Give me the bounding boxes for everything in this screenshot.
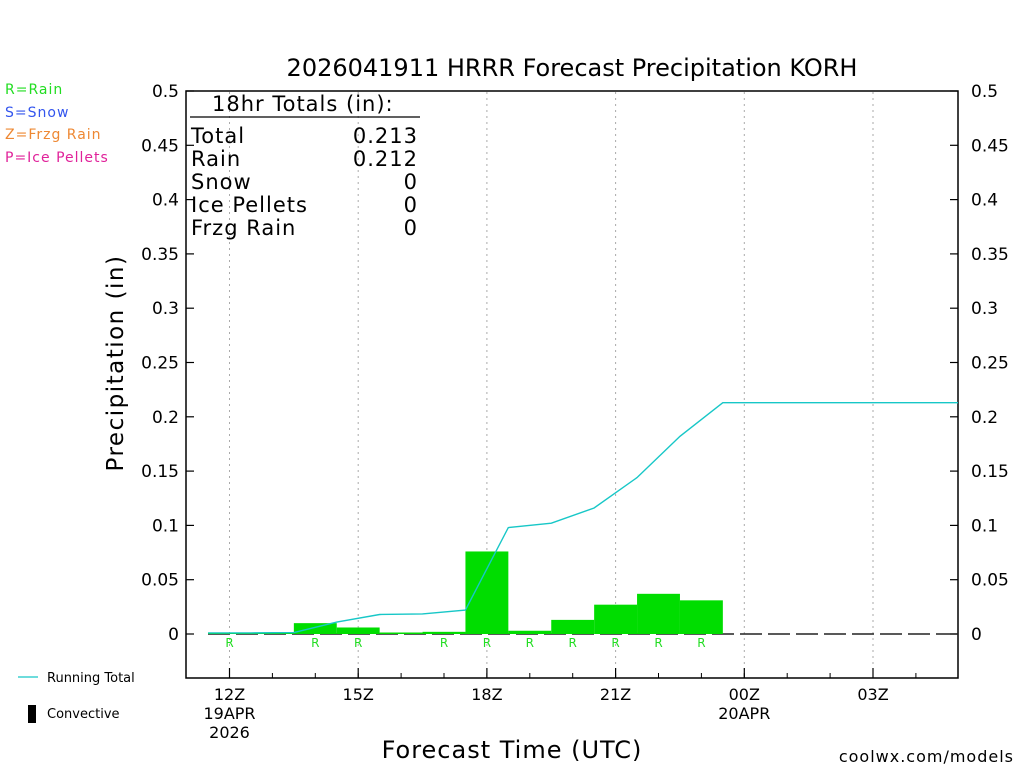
- y-tick-label-right: 0.05: [971, 571, 1009, 591]
- y-tick-label-right: 0: [971, 625, 982, 645]
- precip-type-marker: R: [654, 636, 662, 650]
- convective-legend-label: Convective: [47, 707, 120, 722]
- totals-value: 0.213: [353, 124, 418, 148]
- y-tick-label-right: 0.1: [971, 516, 998, 536]
- y-tick-label-left: 0.35: [141, 245, 179, 265]
- rain-bars: [208, 551, 723, 634]
- y-tick-label-left: 0.15: [141, 462, 179, 482]
- running-total-legend-label: Running Total: [47, 671, 135, 686]
- y-tick-label-right: 0.15: [971, 462, 1009, 482]
- precip-type-marker: R: [697, 636, 705, 650]
- y-tick-label-right: 0.25: [971, 354, 1009, 374]
- y-axis-left: 0 0.05 0.1 0.15 0.2 0.25 0.3 0.35 0.4 0.45 0.5: [141, 82, 194, 645]
- y-tick-label-right: 0.35: [971, 245, 1009, 265]
- totals-value: 0: [404, 170, 418, 194]
- rain-bar-14Z: [293, 623, 337, 634]
- plot-frame: [185, 90, 959, 679]
- rain-bar-23Z: [679, 600, 723, 634]
- convective-legend-swatch: [28, 705, 36, 723]
- y-axis-right: 0 0.05 0.1 0.15 0.2 0.25 0.3 0.35 0.4 0.45 0.5: [950, 82, 1009, 645]
- precip-type-marker: R: [354, 636, 362, 650]
- rain-bar-15Z: [336, 627, 380, 634]
- y-tick-label-right: 0.5: [971, 82, 998, 102]
- precip-type-marker: R: [569, 636, 577, 650]
- precip-type-marker: R: [225, 636, 233, 650]
- totals-label: Frzg Rain: [191, 216, 296, 240]
- y-tick-label-right: 0.2: [971, 408, 998, 428]
- running-total-series: [208, 402, 958, 634]
- x-tick-label: 03Z: [857, 685, 888, 704]
- rain-bar-17Z: [422, 631, 466, 634]
- precip-type-marker: R: [440, 636, 448, 650]
- rain-bar-18Z: [465, 551, 509, 634]
- totals-label: Rain: [191, 147, 241, 171]
- totals-label: Total: [190, 124, 245, 148]
- totals-header: 18hr Totals (in):: [212, 92, 394, 116]
- y-axis-label: Precipitation (in): [103, 255, 129, 472]
- y-tick-label-left: 0.45: [141, 136, 179, 156]
- precip-type-marker: R: [611, 636, 619, 650]
- x-tick-label: 00Z: [729, 685, 760, 704]
- series-legend: Running Total Convective: [18, 671, 135, 723]
- y-tick-label-left: 0.2: [152, 408, 179, 428]
- x-tick-date: 20APR: [718, 704, 770, 723]
- rain-bar-16Z: [379, 632, 423, 634]
- totals-value: 0: [404, 216, 418, 240]
- rain-bar-19Z: [508, 630, 552, 634]
- y-tick-label-left: 0: [168, 625, 179, 645]
- totals-box: 18hr Totals (in): Total 0.213 Rain 0.212 Sno…: [190, 92, 420, 240]
- y-tick-label-left: 0.5: [152, 82, 179, 102]
- legend-snow: S=Snow: [5, 105, 70, 121]
- precip-type-marker: R: [483, 636, 491, 650]
- totals-value: 0.212: [353, 147, 418, 171]
- x-tick-label: 21Z: [600, 685, 631, 704]
- precip-type-marker: R: [311, 636, 319, 650]
- totals-value: 0: [404, 193, 418, 217]
- y-tick-label-left: 0.05: [141, 571, 179, 591]
- x-tick-label: 18Z: [471, 685, 502, 704]
- totals-label: Snow: [191, 170, 252, 194]
- y-tick-label-right: 0.45: [971, 136, 1009, 156]
- x-tick-year: 2026: [209, 723, 250, 742]
- running-total-line: [208, 402, 958, 634]
- legend-rain: R=Rain: [5, 82, 64, 98]
- chart-title: 2026041911 HRRR Forecast Precipitation K…: [287, 54, 858, 82]
- rain-bar-20Z: [551, 619, 595, 634]
- x-axis-label: Forecast Time (UTC): [382, 736, 643, 764]
- y-tick-label-right: 0.3: [971, 299, 998, 319]
- credit-text: coolwx.com/models: [839, 747, 1014, 766]
- legend-ice-pellets: P=Ice Pellets: [5, 150, 109, 166]
- rain-bar-21Z: [594, 604, 638, 634]
- precip-type-marker: R: [526, 636, 534, 650]
- y-tick-label-left: 0.25: [141, 354, 179, 374]
- rain-bar-22Z: [637, 593, 680, 634]
- x-tick-label: 15Z: [343, 685, 374, 704]
- y-tick-label-right: 0.4: [971, 191, 998, 211]
- y-tick-label-left: 0.1: [152, 516, 179, 536]
- totals-label: Ice Pellets: [191, 193, 308, 217]
- y-tick-label-left: 0.3: [152, 299, 179, 319]
- y-tick-label-left: 0.4: [152, 191, 179, 211]
- legend-frzg-rain: Z=Frzg Rain: [5, 127, 102, 143]
- gridlines: [229, 92, 874, 677]
- x-tick-label: 12Z: [214, 685, 245, 704]
- x-tick-date: 19APR: [203, 704, 255, 723]
